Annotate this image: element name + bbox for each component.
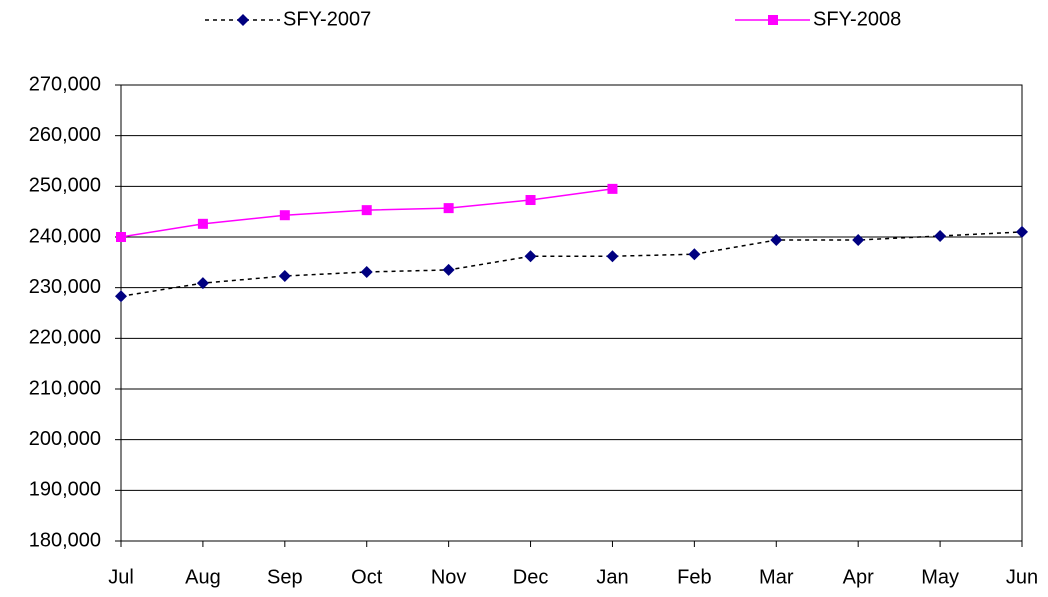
data-point xyxy=(279,210,290,221)
x-tick-label: Dec xyxy=(513,566,549,588)
y-tick-label: 260,000 xyxy=(29,124,101,146)
y-tick-label: 250,000 xyxy=(29,175,101,197)
data-point xyxy=(852,234,865,247)
data-point xyxy=(443,203,454,214)
data-point xyxy=(360,265,373,278)
x-tick-label: Jun xyxy=(1006,566,1038,588)
data-point xyxy=(1016,225,1028,238)
data-point xyxy=(361,205,372,216)
x-tick-label: Jul xyxy=(108,566,134,588)
x-tick-label: Nov xyxy=(431,566,467,588)
data-point xyxy=(524,250,537,263)
y-tick-label: 180,000 xyxy=(29,529,101,551)
x-tick-label: Aug xyxy=(185,566,221,588)
y-tick-label: 220,000 xyxy=(29,327,101,349)
legend-label: SFY-2007 xyxy=(283,8,371,30)
data-point xyxy=(442,263,455,276)
legend-marker xyxy=(237,14,249,26)
data-point xyxy=(197,218,208,229)
y-tick-label: 190,000 xyxy=(29,479,101,501)
data-point xyxy=(770,234,783,247)
data-point xyxy=(607,183,618,194)
legend-label: SFY-2008 xyxy=(813,8,901,30)
data-point xyxy=(525,195,536,206)
x-tick-label: Oct xyxy=(351,566,383,588)
y-tick-label: 230,000 xyxy=(29,276,101,298)
data-point xyxy=(278,270,291,283)
legend-marker xyxy=(768,15,778,25)
y-tick-label: 200,000 xyxy=(29,428,101,450)
x-tick-label: May xyxy=(921,566,959,588)
data-point xyxy=(688,248,701,261)
x-tick-label: Sep xyxy=(267,566,303,588)
x-tick-label: Jan xyxy=(596,566,628,588)
data-point xyxy=(934,229,947,242)
data-point xyxy=(115,290,127,303)
y-tick-label: 270,000 xyxy=(29,73,101,95)
x-tick-label: Feb xyxy=(677,566,711,588)
plot-border xyxy=(120,84,1023,542)
data-point xyxy=(196,277,209,290)
series-line xyxy=(120,231,1023,298)
x-tick-label: Apr xyxy=(843,566,874,588)
y-tick-label: 240,000 xyxy=(29,225,101,247)
data-point xyxy=(116,232,126,242)
y-tick-label: 210,000 xyxy=(29,377,101,399)
data-point xyxy=(606,250,619,263)
x-tick-label: Mar xyxy=(759,566,794,588)
